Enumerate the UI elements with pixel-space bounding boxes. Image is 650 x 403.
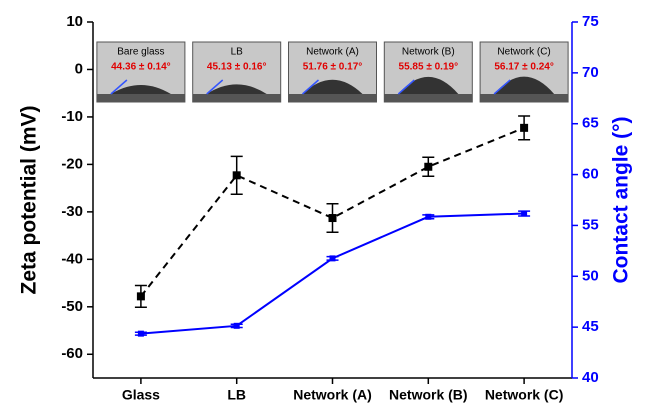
y2-tick-label: 50 <box>582 267 599 284</box>
marker <box>521 211 527 217</box>
y2-tick-label: 45 <box>582 318 599 335</box>
y2-axis-label: Contact angle (°) <box>610 116 633 283</box>
y-tick-label: 0 <box>75 60 83 77</box>
inset-title: Network (A) <box>306 47 359 58</box>
marker <box>425 214 431 220</box>
y-tick-label: 10 <box>66 13 83 30</box>
x-tick-label: Glass <box>122 387 160 403</box>
inset: LB 45.13 ± 0.16° <box>193 42 281 102</box>
marker <box>424 163 432 171</box>
inset-substrate <box>289 94 377 102</box>
y2-tick-label: 40 <box>582 369 599 386</box>
inset-substrate <box>193 94 281 102</box>
inset-value: 56.17 ± 0.24° <box>494 62 554 73</box>
inset-title: Network (B) <box>402 47 455 58</box>
y-axis-label: Zeta potential (mV) <box>18 105 41 294</box>
inset: Bare glass 44.36 ± 0.14° <box>97 42 185 102</box>
inset-value: 45.13 ± 0.16° <box>207 62 267 73</box>
inset: Network (C) 56.17 ± 0.24° <box>480 42 568 102</box>
y2-tick-label: 55 <box>582 216 599 233</box>
marker <box>137 292 145 300</box>
inset-substrate <box>384 94 472 102</box>
y-tick-label: -60 <box>61 345 83 362</box>
x-tick-label: Network (C) <box>485 387 564 403</box>
inset-value: 44.36 ± 0.14° <box>111 62 171 73</box>
y2-tick-label: 70 <box>582 64 599 81</box>
inset: Network (A) 51.76 ± 0.17° <box>289 42 377 102</box>
inset-value: 55.85 ± 0.19° <box>399 62 459 73</box>
inset-title: Network (C) <box>497 47 550 58</box>
marker <box>234 323 240 329</box>
marker <box>329 214 337 222</box>
inset-title: Bare glass <box>117 47 164 58</box>
y-tick-label: -10 <box>61 108 83 125</box>
y2-tick-label: 65 <box>582 115 599 132</box>
y-tick-label: -30 <box>61 203 83 220</box>
x-tick-label: Network (B) <box>389 387 468 403</box>
inset-value: 51.76 ± 0.17° <box>303 62 363 73</box>
y-tick-label: -20 <box>61 155 83 172</box>
y2-tick-label: 60 <box>582 166 599 183</box>
chart: Zeta potential (mV) Contact angle (°) -6… <box>0 0 650 403</box>
inset-substrate <box>480 94 568 102</box>
inset-substrate <box>97 94 185 102</box>
x-tick-label: Network (A) <box>293 387 372 403</box>
inset: Network (B) 55.85 ± 0.19° <box>384 42 472 102</box>
marker <box>233 171 241 179</box>
marker <box>138 331 144 337</box>
y-tick-label: -40 <box>61 250 83 267</box>
y-tick-label: -50 <box>61 298 83 315</box>
inset-title: LB <box>231 47 244 58</box>
marker <box>330 255 336 261</box>
marker <box>520 124 528 132</box>
x-tick-label: LB <box>227 387 246 403</box>
y2-tick-label: 75 <box>582 13 599 30</box>
